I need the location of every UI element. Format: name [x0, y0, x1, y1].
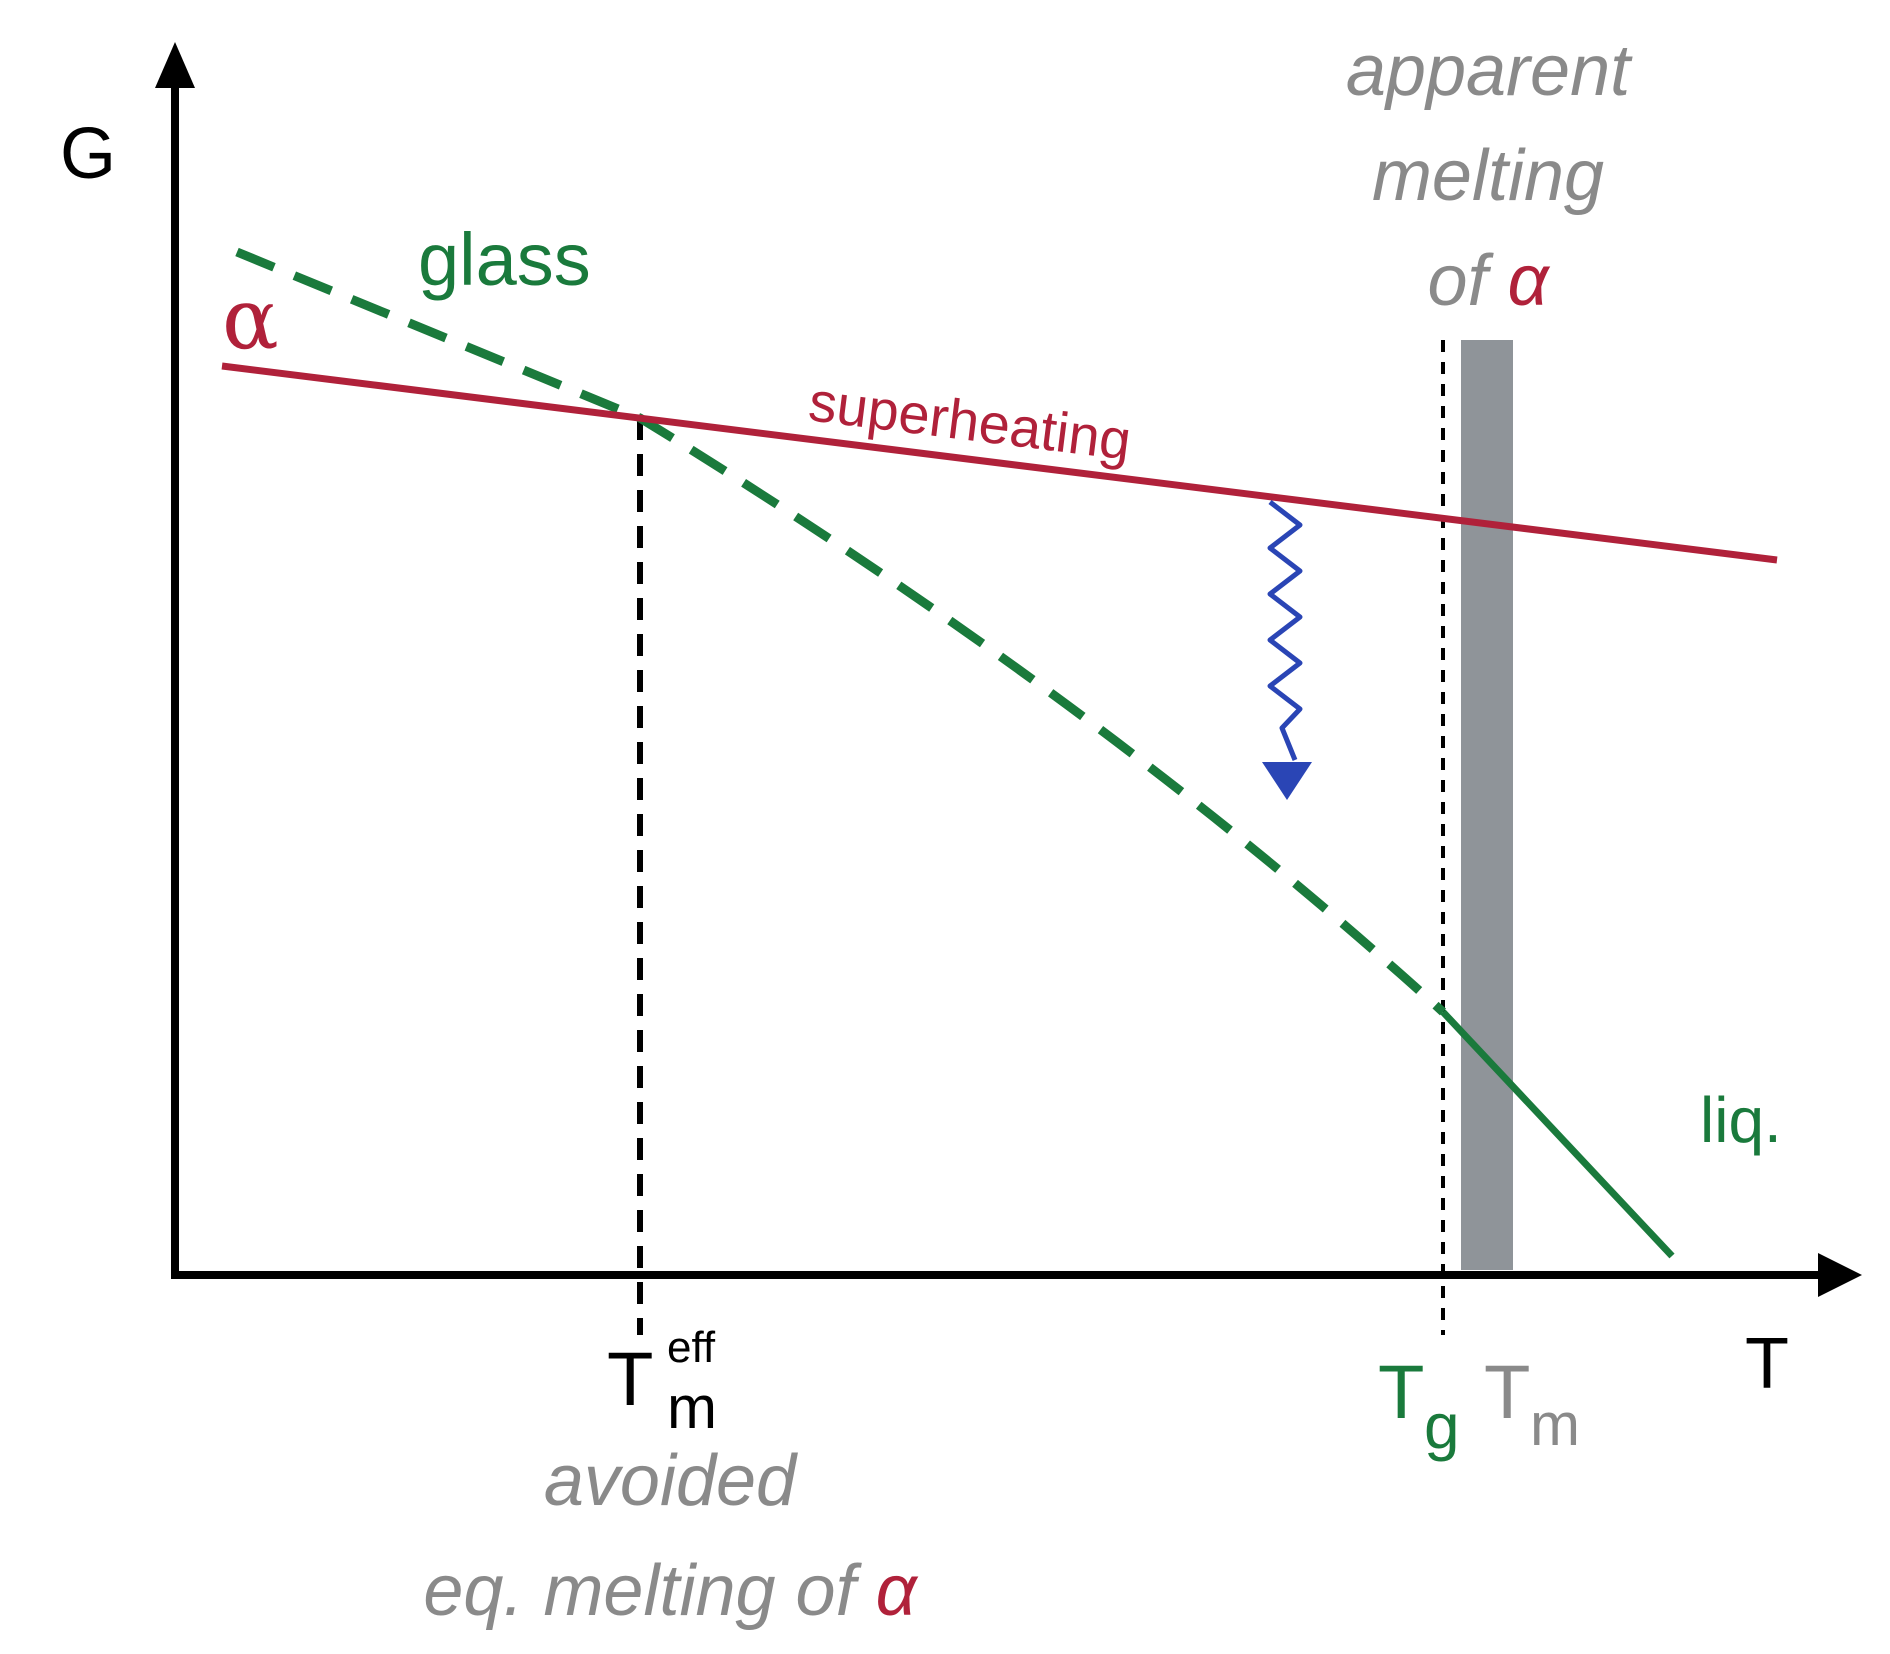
svg-text:apparent: apparent	[1346, 31, 1633, 111]
svg-text:eq. melting of α: eq. melting of α	[423, 1551, 918, 1631]
svg-text:eff: eff	[667, 1323, 716, 1372]
x-axis-arrowhead	[1818, 1253, 1862, 1297]
tm-tick-label: T m	[1484, 1350, 1580, 1458]
svg-text:m: m	[667, 1374, 717, 1441]
svg-text:g: g	[1424, 1390, 1460, 1462]
svg-text:T: T	[1378, 1350, 1424, 1435]
apparent-melting-annotation: apparent melting of α	[1346, 31, 1633, 321]
svg-text:T: T	[1484, 1350, 1530, 1435]
svg-text:melting: melting	[1372, 136, 1604, 216]
liquid-label: liq.	[1700, 1084, 1782, 1156]
y-axis-arrowhead	[155, 42, 195, 88]
glass-curve	[235, 247, 1447, 1016]
wavy-down-arrow-icon	[1262, 500, 1312, 800]
svg-text:avoided: avoided	[544, 1441, 798, 1521]
melting-band	[1461, 340, 1513, 1270]
avoided-melting-annotation: avoided eq. melting of α	[423, 1441, 918, 1631]
tg-tick-label: T g	[1378, 1350, 1460, 1462]
liquid-curve	[1440, 1009, 1675, 1259]
alpha-line	[221, 362, 1778, 564]
svg-text:T: T	[607, 1337, 653, 1422]
alpha-label: α	[222, 270, 279, 368]
glass-label: glass	[418, 218, 591, 301]
svg-text:m: m	[1530, 1391, 1580, 1458]
x-axis-label: T	[1745, 1324, 1789, 1404]
tm-eff-tick-label: T eff m	[607, 1323, 717, 1441]
svg-text:of α: of α	[1427, 241, 1550, 321]
y-axis-label: G	[60, 114, 116, 194]
